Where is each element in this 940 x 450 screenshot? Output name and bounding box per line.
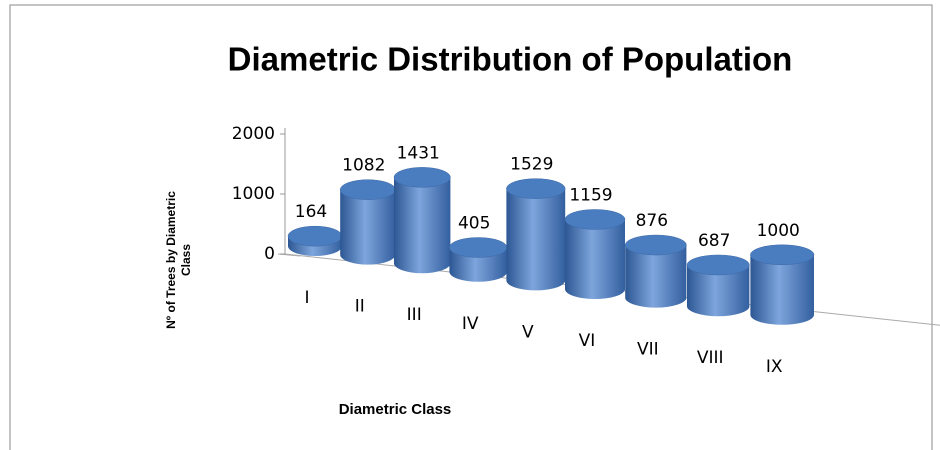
cylinder — [750, 244, 815, 325]
value-label: 1159 — [569, 185, 612, 205]
x-tick-label: VIII — [697, 348, 724, 368]
cylinder-top — [287, 225, 343, 247]
cylinder-body — [565, 219, 625, 299]
cylinder-top — [339, 179, 396, 200]
cylinder-top — [449, 237, 508, 258]
x-tick-label: IV — [462, 314, 479, 334]
y-tick-label: 2000 — [232, 124, 275, 144]
x-tick-label: III — [407, 305, 422, 325]
value-label: 876 — [636, 211, 668, 231]
cylinder — [339, 179, 396, 265]
cylinder — [287, 225, 343, 256]
y-axis-label-line: Nº of Trees by Diametric — [164, 191, 178, 329]
cylinder-top — [564, 209, 626, 230]
cylinder-body — [394, 177, 451, 274]
x-axis-label: Diametric Class — [339, 401, 452, 418]
y-axis-label: Nº of Trees by Diametric Class — [164, 191, 193, 329]
cylinder — [686, 254, 750, 317]
y-tick-label: 1000 — [232, 184, 275, 204]
x-tick-label: VI — [579, 331, 596, 351]
cylinder-body — [340, 189, 396, 265]
cylinder-top — [750, 244, 815, 266]
value-label: 1529 — [510, 155, 553, 175]
value-label: 1431 — [397, 143, 440, 163]
value-label: 687 — [698, 231, 730, 251]
cylinder-top — [393, 167, 451, 188]
value-label: 405 — [458, 214, 490, 234]
y-axis-label-line: Class — [179, 244, 193, 276]
cylinder-body — [750, 254, 814, 325]
cylinder — [506, 178, 566, 291]
chart-title: Diametric Distribution of Population — [228, 41, 793, 78]
x-tick-label: IX — [766, 357, 783, 377]
x-tick-label: VII — [637, 340, 659, 360]
chart-border — [9, 4, 933, 450]
cylinder-top — [624, 234, 687, 256]
cylinder — [564, 209, 626, 299]
x-tick-label: I — [304, 288, 309, 308]
x-tick-label: II — [355, 297, 365, 317]
cylinder-top — [506, 178, 566, 199]
cylinder — [449, 237, 508, 282]
cylinder-body — [625, 245, 687, 308]
y-tick-label: 0 — [264, 244, 275, 264]
value-label: 164 — [295, 202, 327, 222]
cylinder — [624, 234, 687, 308]
value-label: 1000 — [757, 221, 800, 241]
cylinder-body — [687, 264, 750, 317]
x-tick-label: V — [522, 322, 534, 342]
cylinder — [393, 167, 451, 274]
value-label: 1082 — [342, 156, 385, 176]
cylinder-top — [686, 254, 750, 276]
cylinder-body — [506, 188, 566, 291]
